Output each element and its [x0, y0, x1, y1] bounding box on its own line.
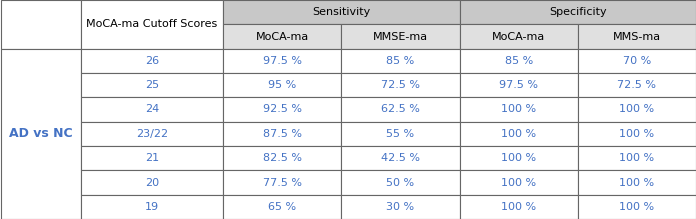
Bar — [342, 73, 459, 97]
Text: 62.5 %: 62.5 % — [381, 104, 420, 115]
Text: 77.5 %: 77.5 % — [263, 178, 302, 187]
Text: MoCA-ma Cutoff Scores: MoCA-ma Cutoff Scores — [86, 19, 218, 29]
Bar — [223, 49, 342, 73]
Text: MoCA-ma: MoCA-ma — [492, 32, 546, 41]
Text: 95 %: 95 % — [268, 80, 296, 90]
Bar — [81, 170, 223, 195]
Bar — [459, 122, 578, 146]
Text: 100 %: 100 % — [619, 153, 654, 163]
Bar — [459, 0, 696, 24]
Bar — [459, 195, 578, 219]
Bar — [223, 170, 342, 195]
Bar — [578, 195, 696, 219]
Bar — [459, 97, 578, 122]
Bar — [578, 146, 696, 170]
Bar — [578, 49, 696, 73]
Bar — [342, 195, 459, 219]
Text: 97.5 %: 97.5 % — [263, 56, 302, 66]
Text: 100 %: 100 % — [501, 178, 537, 187]
Text: 100 %: 100 % — [501, 153, 537, 163]
Bar — [578, 97, 696, 122]
Bar — [459, 146, 578, 170]
Text: 19: 19 — [145, 202, 159, 212]
Bar — [81, 73, 223, 97]
Bar — [459, 49, 578, 73]
Text: 85 %: 85 % — [386, 56, 415, 66]
Bar — [81, 146, 223, 170]
Bar — [459, 170, 578, 195]
Text: 100 %: 100 % — [501, 202, 537, 212]
Text: Specificity: Specificity — [549, 7, 607, 17]
Bar — [223, 122, 342, 146]
Text: 100 %: 100 % — [619, 129, 654, 139]
Bar — [81, 122, 223, 146]
Bar — [223, 97, 342, 122]
Text: 23/22: 23/22 — [136, 129, 168, 139]
Text: MMS-ma: MMS-ma — [613, 32, 661, 41]
Text: 85 %: 85 % — [505, 56, 533, 66]
Text: AD vs NC: AD vs NC — [9, 127, 72, 140]
Text: 25: 25 — [145, 80, 159, 90]
Text: 30 %: 30 % — [386, 202, 415, 212]
Bar — [342, 49, 459, 73]
Bar — [342, 170, 459, 195]
Bar — [223, 24, 342, 49]
Text: 24: 24 — [145, 104, 159, 115]
Text: 100 %: 100 % — [501, 104, 537, 115]
Text: 97.5 %: 97.5 % — [499, 80, 538, 90]
Bar — [81, 49, 223, 73]
Bar — [223, 0, 459, 24]
Bar — [1, 49, 81, 219]
Text: MoCA-ma: MoCA-ma — [255, 32, 309, 41]
Text: MMSE-ma: MMSE-ma — [373, 32, 428, 41]
Bar — [578, 73, 696, 97]
Bar — [342, 146, 459, 170]
Text: 65 %: 65 % — [268, 202, 296, 212]
Text: 100 %: 100 % — [501, 129, 537, 139]
Text: 21: 21 — [145, 153, 159, 163]
Bar — [578, 122, 696, 146]
Text: 70 %: 70 % — [623, 56, 651, 66]
Text: 50 %: 50 % — [386, 178, 415, 187]
Bar — [223, 73, 342, 97]
Bar — [342, 24, 459, 49]
Text: 26: 26 — [145, 56, 159, 66]
Bar — [342, 122, 459, 146]
Bar — [342, 97, 459, 122]
Text: 55 %: 55 % — [386, 129, 415, 139]
Bar — [81, 195, 223, 219]
Bar — [578, 170, 696, 195]
Text: Sensitivity: Sensitivity — [313, 7, 370, 17]
Bar — [81, 97, 223, 122]
Text: 42.5 %: 42.5 % — [381, 153, 420, 163]
Text: 82.5 %: 82.5 % — [263, 153, 302, 163]
Text: 100 %: 100 % — [619, 104, 654, 115]
Text: 72.5 %: 72.5 % — [381, 80, 420, 90]
Text: 100 %: 100 % — [619, 178, 654, 187]
Text: 72.5 %: 72.5 % — [617, 80, 656, 90]
Text: 87.5 %: 87.5 % — [263, 129, 302, 139]
Bar — [223, 195, 342, 219]
Bar — [1, 0, 81, 49]
Text: 20: 20 — [145, 178, 159, 187]
Bar — [223, 146, 342, 170]
Text: 100 %: 100 % — [619, 202, 654, 212]
Bar — [459, 73, 578, 97]
Bar — [459, 24, 578, 49]
Bar — [578, 24, 696, 49]
Bar — [81, 0, 223, 49]
Text: 92.5 %: 92.5 % — [263, 104, 302, 115]
